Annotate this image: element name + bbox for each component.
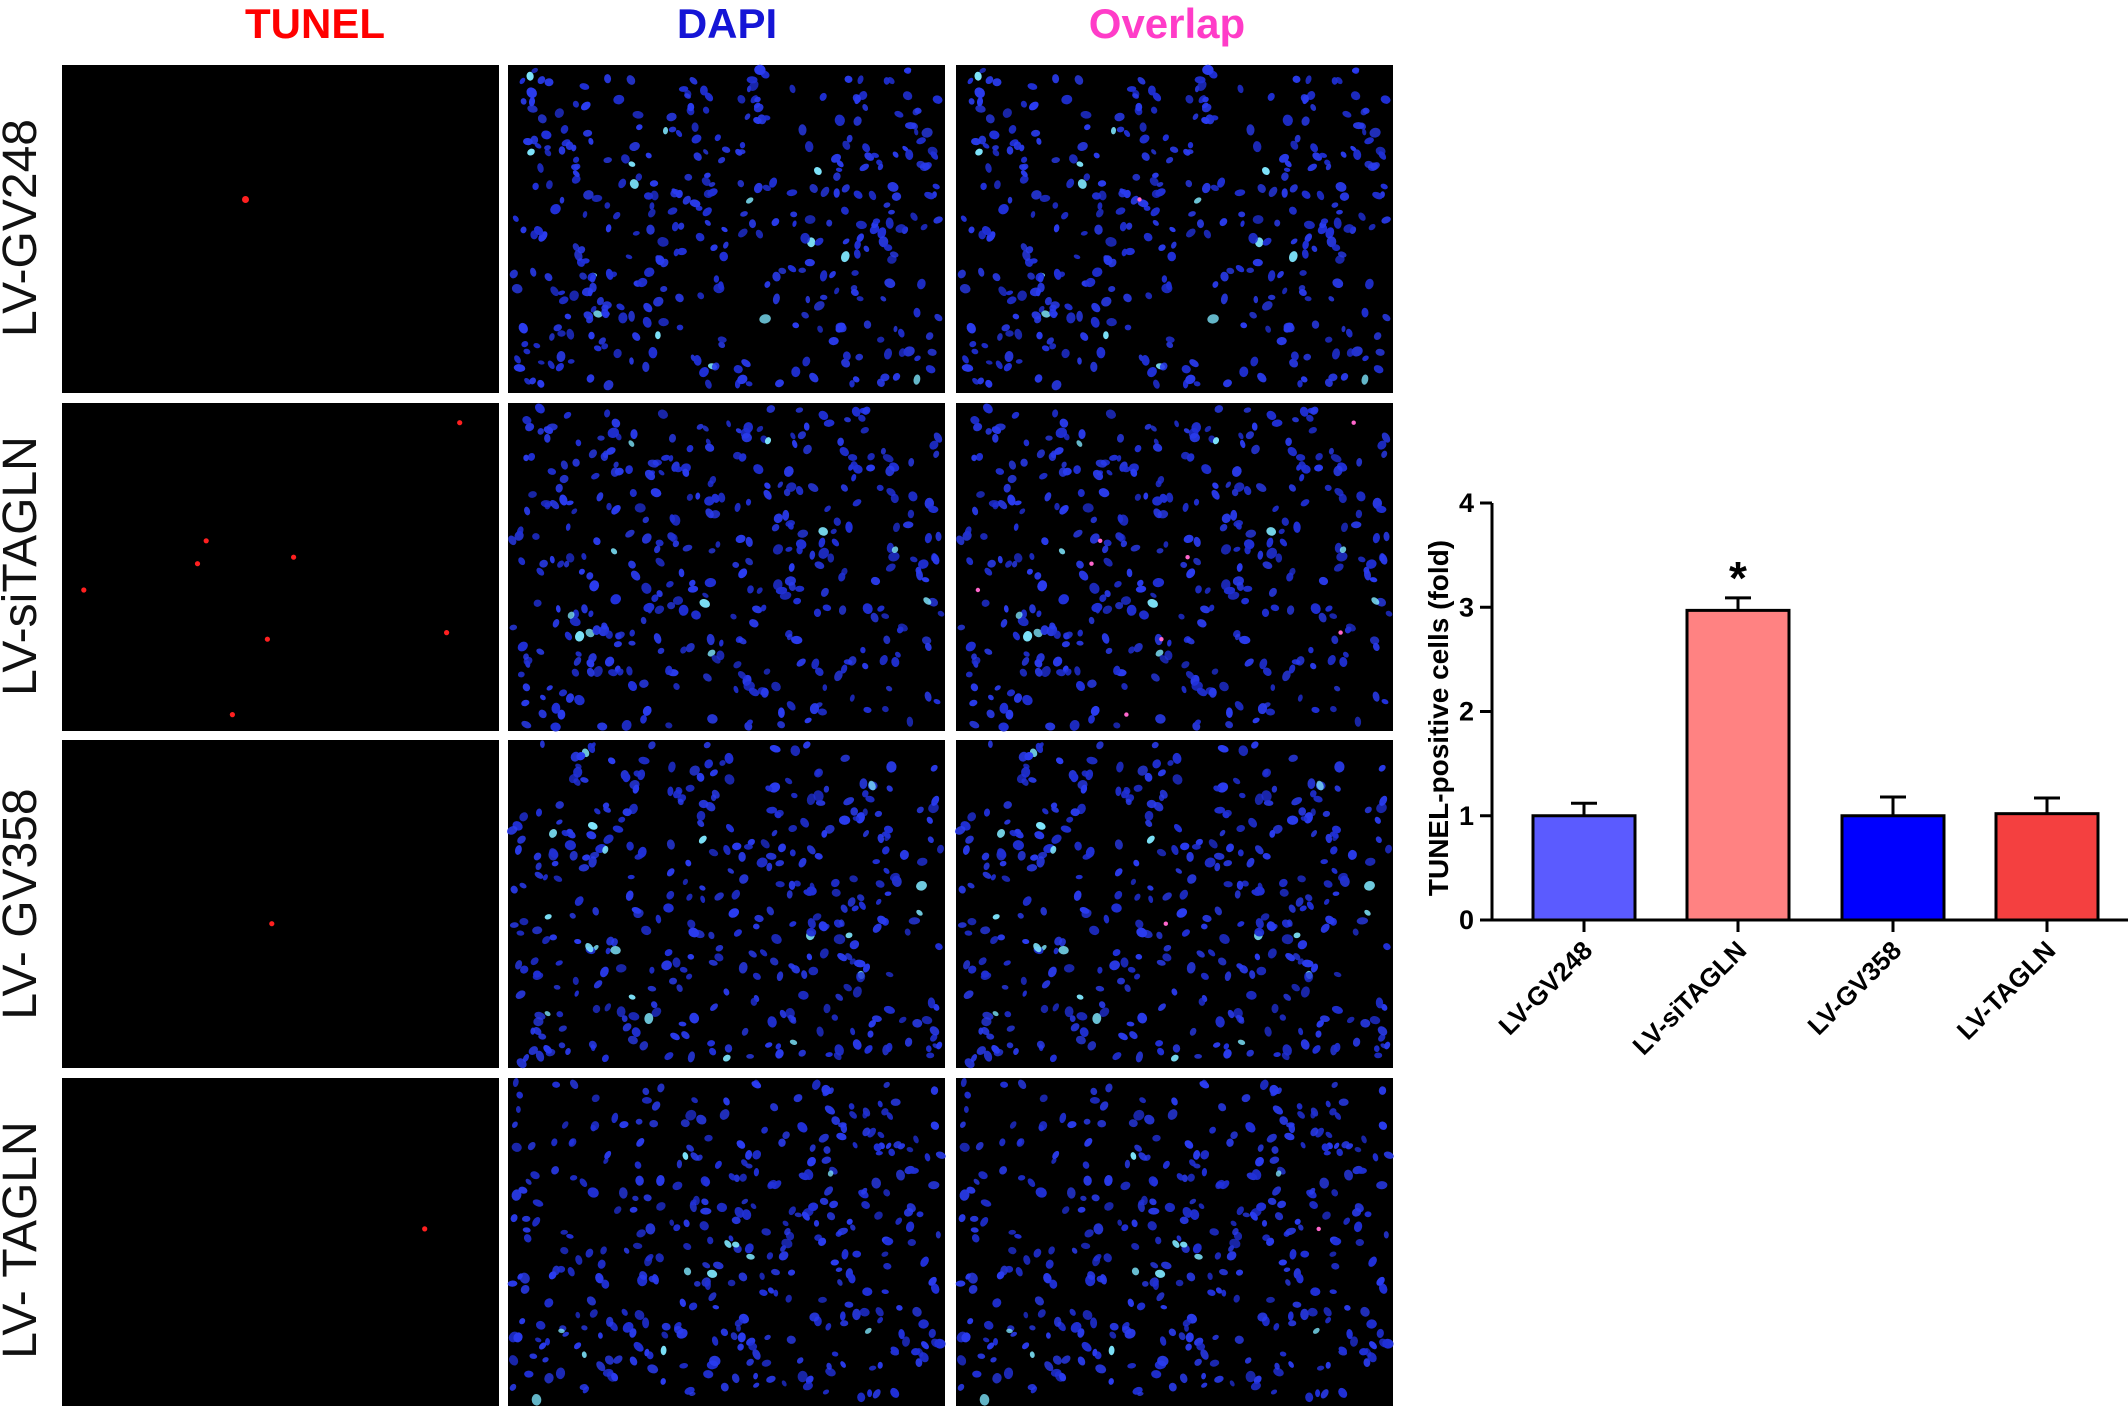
tunel-positive-spot <box>242 196 249 203</box>
bar-lv-gv248 <box>1531 814 1637 922</box>
row-label-gv248: LV-GV248 <box>0 119 47 337</box>
row-label-gv358: LV- GV358 <box>0 788 47 1019</box>
y-axis-title: TUNEL-positive cells (fold) <box>1423 540 1454 896</box>
tunel-positive-spot <box>1316 1226 1321 1232</box>
tunel-positive-spot <box>444 630 450 636</box>
tunel-positive-spot <box>422 1226 428 1232</box>
tunel-positive-spot <box>81 587 87 593</box>
tunel-positive-spot <box>1098 538 1103 543</box>
micrograph-r3-c3 <box>954 740 1393 1069</box>
tunel-positive-spot <box>1089 561 1094 566</box>
bar-lv-sitagln <box>1685 608 1791 922</box>
micrograph-r4-c3 <box>955 1077 1394 1406</box>
y-tick-label: 0 <box>1459 905 1474 935</box>
tunel-positive-spot <box>1338 630 1343 635</box>
bar-lv-tagln <box>1994 812 2100 922</box>
micrograph-r2-c1 <box>62 403 499 731</box>
micrograph-r1-c1 <box>62 65 499 393</box>
micrograph-r1-c3 <box>956 64 1393 393</box>
tunel-positive-spot <box>1351 420 1356 425</box>
tunel-positive-spot <box>229 712 235 718</box>
micrograph-r2-c2 <box>508 403 945 732</box>
micrograph-r4-c2 <box>507 1077 946 1406</box>
micrograph-r2-c3 <box>956 403 1393 732</box>
bar-lv-gv358 <box>1840 814 1946 922</box>
tunel-positive-spot <box>1159 637 1164 642</box>
header-tunel: TUNEL <box>245 0 385 47</box>
x-category-label: LV-TAGLN <box>1951 935 2061 1045</box>
y-tick-label: 2 <box>1459 697 1474 727</box>
tunel-positive-spot <box>291 554 297 560</box>
micrograph-r3-c1 <box>62 740 499 1068</box>
x-category-label: LV-siTAGLN <box>1627 935 1753 1061</box>
tunel-positive-spot <box>1124 712 1129 717</box>
row-label-sitagln: LV-siTAGLN <box>0 436 47 696</box>
tunel-positive-spot <box>457 420 463 426</box>
tunel-positive-spot <box>264 636 270 642</box>
significance-marker: * <box>1729 552 1747 604</box>
tunel-positive-spot <box>194 561 201 567</box>
tunel-positive-spot <box>1137 197 1142 202</box>
tunel-positive-spot <box>975 587 981 593</box>
bar-chart: TUNEL-positive cells (fold) 0 1 2 3 4 * LV-G… <box>1423 488 2128 1061</box>
header-dapi: DAPI <box>677 0 777 47</box>
micrograph-r3-c2 <box>506 740 945 1069</box>
row-label-tagln: LV- TAGLN <box>0 1121 47 1358</box>
y-tick-label: 3 <box>1459 592 1474 622</box>
tunel-positive-spot <box>1185 555 1190 560</box>
x-category-label: LV-GV358 <box>1802 935 1908 1041</box>
micrograph-r4-c1 <box>62 1078 499 1406</box>
micrograph-grid <box>62 64 1394 1406</box>
y-tick-label: 1 <box>1459 801 1474 831</box>
tunel-positive-spot <box>203 538 209 544</box>
micrograph-r1-c2 <box>508 64 945 393</box>
y-tick-label: 4 <box>1459 488 1474 518</box>
tunel-positive-spot <box>269 921 275 927</box>
header-overlap: Overlap <box>1089 0 1245 47</box>
tunel-positive-spot <box>1163 921 1169 926</box>
x-category-label: LV-GV248 <box>1493 935 1599 1041</box>
